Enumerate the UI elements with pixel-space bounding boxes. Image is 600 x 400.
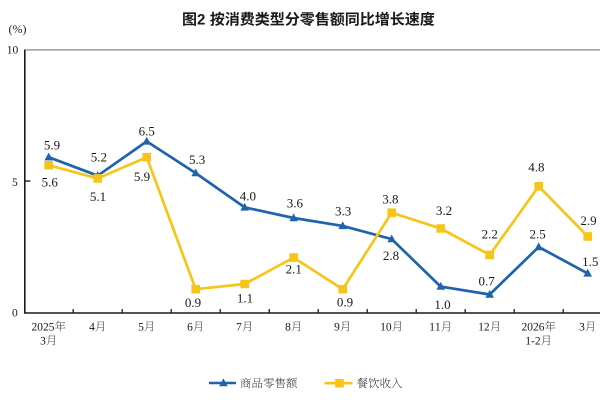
svg-text:1.1: 1.1: [237, 291, 253, 306]
svg-text:2.9: 2.9: [580, 213, 596, 228]
svg-text:5.6: 5.6: [42, 175, 59, 190]
svg-text:5.2: 5.2: [91, 149, 107, 164]
svg-text:3.8: 3.8: [382, 191, 398, 206]
svg-text:10: 10: [7, 45, 19, 57]
svg-text:4.8: 4.8: [528, 160, 544, 175]
svg-text:2.8: 2.8: [383, 248, 399, 263]
svg-text:5.9: 5.9: [44, 137, 60, 152]
svg-text:4.0: 4.0: [240, 188, 256, 203]
svg-text:(%): (%): [9, 22, 27, 36]
svg-text:1.5: 1.5: [582, 254, 598, 269]
svg-text:5.3: 5.3: [189, 152, 205, 167]
svg-text:0.9: 0.9: [185, 295, 201, 310]
svg-text:2.5: 2.5: [529, 227, 545, 242]
svg-text:3.3: 3.3: [335, 204, 351, 219]
svg-text:2.2: 2.2: [482, 227, 498, 242]
svg-text:0.9: 0.9: [337, 295, 353, 310]
svg-text:0.7: 0.7: [478, 273, 495, 288]
svg-text:3.6: 3.6: [287, 196, 304, 211]
svg-text:5: 5: [12, 177, 18, 189]
svg-text:3.2: 3.2: [436, 203, 452, 218]
svg-text:5.9: 5.9: [134, 169, 150, 184]
svg-text:5.1: 5.1: [90, 189, 106, 204]
svg-text:6.5: 6.5: [139, 124, 155, 139]
svg-text:0: 0: [12, 307, 18, 319]
svg-text:1.0: 1.0: [434, 297, 450, 312]
svg-text:2.1: 2.1: [286, 262, 302, 277]
